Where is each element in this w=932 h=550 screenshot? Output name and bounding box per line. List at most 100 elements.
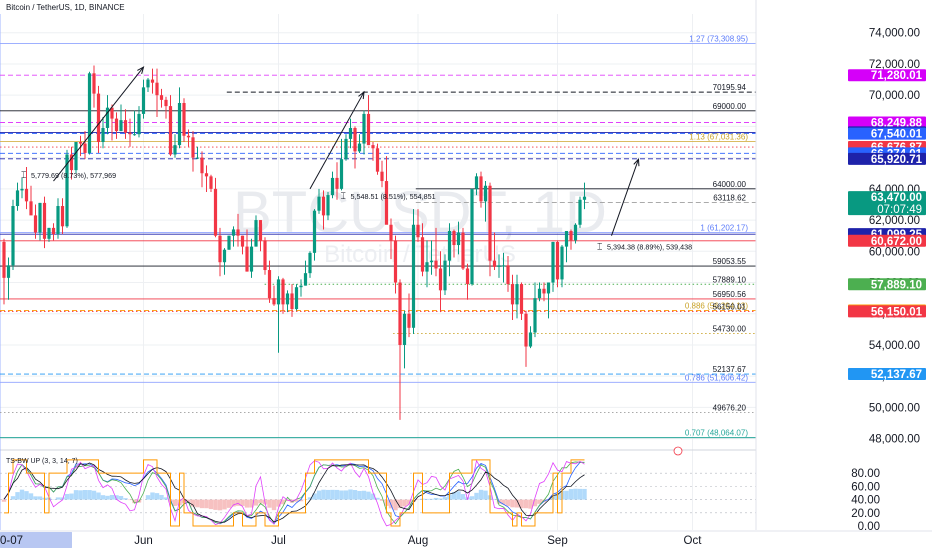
candle-body (92, 73, 96, 94)
level-label: 49676.20 (713, 403, 747, 412)
candle (29, 185, 33, 216)
candle-body (74, 142, 78, 171)
candle-body (177, 102, 182, 146)
candle-body (506, 265, 510, 285)
candle (335, 162, 339, 200)
osc-histogram-bar (253, 499, 259, 506)
price-axis-bg (756, 0, 932, 550)
candle-body (515, 284, 519, 305)
osc-tick-label: 0.00 (858, 521, 880, 533)
osc-histogram-bar (474, 492, 479, 500)
candles (2, 65, 587, 420)
osc-histogram-bar (78, 490, 83, 500)
candle (321, 190, 326, 230)
candle (299, 279, 303, 297)
price-tag-label: 60,672.00 (871, 236, 922, 248)
time-tick-label: Jun (134, 535, 153, 547)
candle-body (470, 188, 474, 285)
candle-body (402, 313, 407, 345)
candle-body (83, 143, 87, 153)
horizontal-levels: 1.27 (73,308.95) 70195.94 69000.00 1.13 (67… (0, 35, 756, 439)
candle-body (407, 313, 411, 328)
osc-histogram-bar (564, 490, 569, 500)
candle (24, 166, 29, 210)
candle-body (537, 288, 542, 299)
trend-arrow-line (309, 91, 365, 190)
osc-histogram-bar (64, 493, 70, 500)
osc-histogram-bar (366, 491, 371, 500)
candle-body (582, 196, 587, 200)
osc-histogram-bar (438, 498, 443, 500)
candle-body (366, 113, 371, 146)
candle-body (213, 188, 218, 236)
candle (294, 284, 299, 311)
candle-body (524, 313, 528, 347)
price-tag-label: 63,470.00 (871, 192, 922, 204)
symbol-title: Bitcoin / TetherUS, 1D, BINANCE (6, 3, 125, 12)
candle-body (416, 224, 420, 238)
candle-body (69, 154, 74, 171)
watermark-ticker: BTCUSDT, 1D (233, 180, 607, 245)
osc-histogram-bar (96, 492, 101, 500)
candle (447, 223, 452, 277)
candle-body (344, 138, 348, 160)
candle (411, 209, 416, 335)
candle-body (317, 196, 321, 211)
price-tick-label: 48,000.00 (869, 434, 920, 446)
candle-body (150, 79, 155, 83)
candle-body (564, 231, 569, 247)
candle (164, 96, 168, 119)
osc-histogram-bar (186, 499, 191, 503)
candle-body (398, 282, 402, 345)
candle (465, 263, 470, 300)
osc-histogram-bar (532, 499, 538, 507)
osc-histogram-bar (330, 489, 335, 500)
candle (443, 254, 447, 296)
candle-body (578, 199, 582, 225)
price-tick-label: 74,000.00 (869, 28, 920, 40)
candle (542, 282, 546, 302)
candle (195, 146, 200, 160)
candle (204, 165, 209, 192)
osc-histogram-bar (100, 495, 106, 500)
price-tag: 57,889.10 (848, 278, 926, 291)
candle (254, 215, 258, 247)
osc-histogram-bar (105, 495, 110, 500)
osc-histogram-bar (69, 493, 74, 500)
osc-histogram-bar (582, 488, 587, 500)
candle-body (569, 231, 573, 241)
candle (303, 260, 308, 286)
osc-histogram-bar (199, 499, 205, 509)
time-tick-label: Sep (547, 535, 567, 547)
candle-body (191, 137, 195, 158)
price-tag-bg (848, 152, 926, 165)
candle-body (218, 235, 222, 263)
time-axis[interactable]: JunJulAugSepOct24-08-1224-09-1324-10-07 (0, 530, 932, 550)
price-axis[interactable]: 74,000.0072,000.0070,000.0068,000.0066,0… (673, 0, 932, 550)
candle (425, 240, 429, 288)
candle (258, 220, 263, 252)
osc-histogram-bar (402, 499, 407, 507)
osc-histogram-bar (123, 498, 128, 500)
candle-body (452, 231, 456, 246)
level-label: 0.886 (56,204.13) (685, 302, 748, 311)
candle (483, 181, 488, 222)
price-tag: 71,280.01 (848, 69, 926, 82)
level-label: 63118.62 (713, 194, 746, 203)
level-label: 0.786 (51,606.42) (685, 373, 748, 382)
osc-histogram-bar (271, 499, 277, 511)
candle (15, 182, 20, 211)
candle-body (267, 270, 272, 299)
candle-body (380, 171, 384, 182)
osc-histogram-bar (15, 492, 20, 500)
osc-histogram-bar (87, 490, 92, 500)
candle-body (483, 185, 488, 202)
candle-body (159, 95, 164, 100)
osc-histogram-bar (240, 499, 245, 506)
alert-icon (673, 446, 683, 456)
level-label: 0.707 (48,064.07) (685, 429, 748, 438)
candle-body (276, 279, 281, 305)
candle (276, 276, 281, 353)
candle-body (335, 177, 339, 189)
